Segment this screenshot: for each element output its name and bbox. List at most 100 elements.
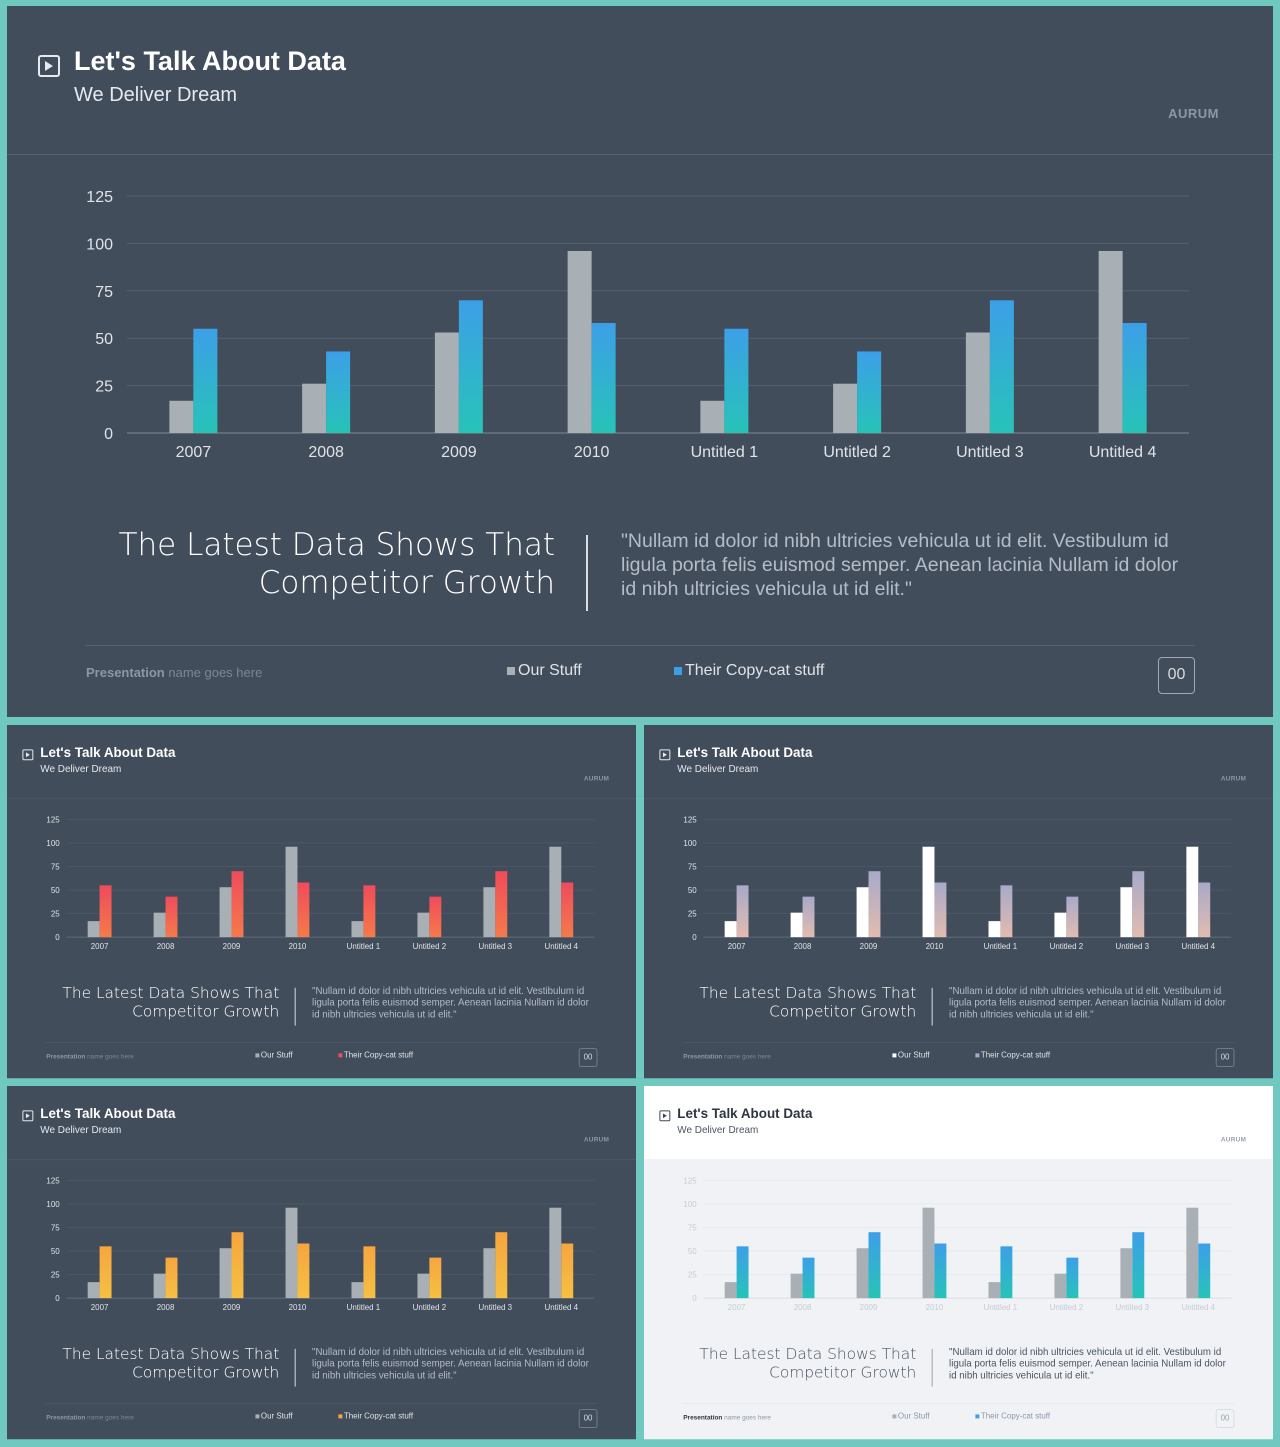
bar-our-stuff[interactable] bbox=[219, 1248, 232, 1299]
legend-label-our: Our Stuff bbox=[260, 1050, 293, 1060]
bar-their-stuff[interactable] bbox=[802, 896, 815, 938]
bar-our-stuff[interactable] bbox=[153, 1273, 166, 1299]
slide-title: Let's Talk About Data bbox=[40, 744, 176, 760]
bar-our-stuff[interactable] bbox=[483, 1248, 496, 1299]
slide-main[interactable]: Let's Talk About Data We Deliver Dream A… bbox=[7, 6, 1273, 717]
play-icon[interactable] bbox=[38, 55, 60, 77]
bar-their-stuff[interactable] bbox=[1000, 885, 1013, 938]
x-tick-label: 2010 bbox=[574, 444, 610, 461]
bar-our-stuff[interactable] bbox=[351, 921, 364, 938]
presentation-bold: Presentation bbox=[683, 1052, 723, 1060]
bar-our-stuff[interactable] bbox=[1120, 1248, 1133, 1299]
slide-subtitle: We Deliver Dream bbox=[677, 763, 759, 775]
bar-their-stuff[interactable] bbox=[429, 896, 442, 938]
play-icon[interactable] bbox=[659, 749, 671, 761]
bar-their-stuff[interactable] bbox=[802, 1257, 815, 1299]
bar-our-stuff[interactable] bbox=[790, 912, 803, 938]
play-icon[interactable] bbox=[22, 749, 34, 761]
vertical-divider bbox=[931, 987, 933, 1026]
bar-our-stuff[interactable] bbox=[1054, 1273, 1067, 1299]
bar-their-stuff[interactable] bbox=[736, 885, 749, 938]
bar-our-stuff[interactable] bbox=[285, 1207, 298, 1299]
bar-their-stuff[interactable] bbox=[99, 1246, 112, 1299]
legend-label-their: Their Copy-cat stuff bbox=[980, 1411, 1051, 1421]
bar-our-stuff[interactable] bbox=[87, 1282, 100, 1299]
bar-our-stuff[interactable] bbox=[1186, 1207, 1199, 1299]
bar-their-stuff[interactable] bbox=[934, 1243, 947, 1299]
bar-our-stuff[interactable] bbox=[922, 846, 935, 938]
bar-our-stuff[interactable] bbox=[417, 1273, 430, 1299]
bar-our-stuff[interactable] bbox=[351, 1282, 364, 1299]
bar-their-stuff[interactable] bbox=[1122, 323, 1147, 433]
bar-their-stuff[interactable] bbox=[1198, 1243, 1211, 1299]
bar-our-stuff[interactable] bbox=[1054, 912, 1067, 938]
bar-our-stuff[interactable] bbox=[417, 912, 430, 938]
bar-their-stuff[interactable] bbox=[326, 351, 351, 433]
bar-their-stuff[interactable] bbox=[561, 882, 574, 938]
bar-their-stuff[interactable] bbox=[1132, 871, 1145, 938]
bar-our-stuff[interactable] bbox=[169, 400, 194, 433]
bar-our-stuff[interactable] bbox=[219, 887, 232, 938]
bar-our-stuff[interactable] bbox=[790, 1273, 803, 1299]
bar-their-stuff[interactable] bbox=[297, 882, 310, 938]
bar-their-stuff[interactable] bbox=[99, 885, 112, 938]
slide-header: Let's Talk About Data We Deliver Dream A… bbox=[644, 1086, 1273, 1160]
legend-label-our: Our Stuff bbox=[260, 1411, 293, 1421]
bar-our-stuff[interactable] bbox=[965, 332, 990, 433]
bar-our-stuff[interactable] bbox=[153, 912, 166, 938]
slide-pastel[interactable]: Let's Talk About Data We Deliver Dream A… bbox=[644, 725, 1273, 1079]
play-icon[interactable] bbox=[22, 1110, 34, 1122]
bar-their-stuff[interactable] bbox=[495, 1232, 508, 1299]
bar-our-stuff[interactable] bbox=[922, 1207, 935, 1299]
bar-their-stuff[interactable] bbox=[857, 351, 882, 433]
bar-their-stuff[interactable] bbox=[297, 1243, 310, 1299]
bar-our-stuff[interactable] bbox=[87, 921, 100, 938]
bar-their-stuff[interactable] bbox=[1066, 1257, 1079, 1299]
bar-their-stuff[interactable] bbox=[724, 328, 749, 433]
bar-their-stuff[interactable] bbox=[231, 1232, 244, 1299]
bar-our-stuff[interactable] bbox=[1186, 846, 1199, 938]
slide-light[interactable]: Let's Talk About Data We Deliver Dream A… bbox=[644, 1086, 1273, 1440]
bar-our-stuff[interactable] bbox=[567, 250, 592, 433]
bar-their-stuff[interactable] bbox=[193, 328, 218, 433]
bar-their-stuff[interactable] bbox=[231, 871, 244, 938]
bar-their-stuff[interactable] bbox=[363, 1246, 376, 1299]
bar-our-stuff[interactable] bbox=[700, 400, 725, 433]
bar-our-stuff[interactable] bbox=[434, 332, 459, 433]
bar-their-stuff[interactable] bbox=[989, 300, 1014, 433]
bar-their-stuff[interactable] bbox=[1198, 882, 1211, 938]
bar-their-stuff[interactable] bbox=[165, 1257, 178, 1299]
bar-their-stuff[interactable] bbox=[736, 1246, 749, 1299]
bar-their-stuff[interactable] bbox=[934, 882, 947, 938]
bar-their-stuff[interactable] bbox=[1132, 1232, 1145, 1299]
bar-their-stuff[interactable] bbox=[458, 300, 483, 433]
slide-orange[interactable]: Let's Talk About Data We Deliver Dream A… bbox=[7, 1086, 636, 1440]
bar-our-stuff[interactable] bbox=[833, 383, 858, 433]
bar-our-stuff[interactable] bbox=[856, 887, 869, 938]
bar-our-stuff[interactable] bbox=[856, 1248, 869, 1299]
bar-our-stuff[interactable] bbox=[724, 1282, 737, 1299]
bar-our-stuff[interactable] bbox=[988, 921, 1001, 938]
bar-their-stuff[interactable] bbox=[165, 896, 178, 938]
x-tick-label: Untitled 3 bbox=[956, 444, 1024, 461]
slide-red[interactable]: Let's Talk About Data We Deliver Dream A… bbox=[7, 725, 636, 1079]
bar-their-stuff[interactable] bbox=[1066, 896, 1079, 938]
bar-their-stuff[interactable] bbox=[868, 1232, 881, 1299]
bar-their-stuff[interactable] bbox=[868, 871, 881, 938]
bar-our-stuff[interactable] bbox=[302, 383, 327, 433]
bar-our-stuff[interactable] bbox=[285, 846, 298, 938]
bar-their-stuff[interactable] bbox=[591, 323, 616, 433]
bar-our-stuff[interactable] bbox=[549, 846, 562, 938]
bar-our-stuff[interactable] bbox=[724, 921, 737, 938]
play-icon[interactable] bbox=[659, 1110, 671, 1122]
bar-their-stuff[interactable] bbox=[561, 1243, 574, 1299]
bar-their-stuff[interactable] bbox=[495, 871, 508, 938]
bar-our-stuff[interactable] bbox=[1120, 887, 1133, 938]
bar-our-stuff[interactable] bbox=[483, 887, 496, 938]
bar-their-stuff[interactable] bbox=[429, 1257, 442, 1299]
bar-our-stuff[interactable] bbox=[549, 1207, 562, 1299]
bar-our-stuff[interactable] bbox=[1098, 250, 1123, 433]
bar-their-stuff[interactable] bbox=[363, 885, 376, 938]
bar-our-stuff[interactable] bbox=[988, 1282, 1001, 1299]
bar-their-stuff[interactable] bbox=[1000, 1246, 1013, 1299]
